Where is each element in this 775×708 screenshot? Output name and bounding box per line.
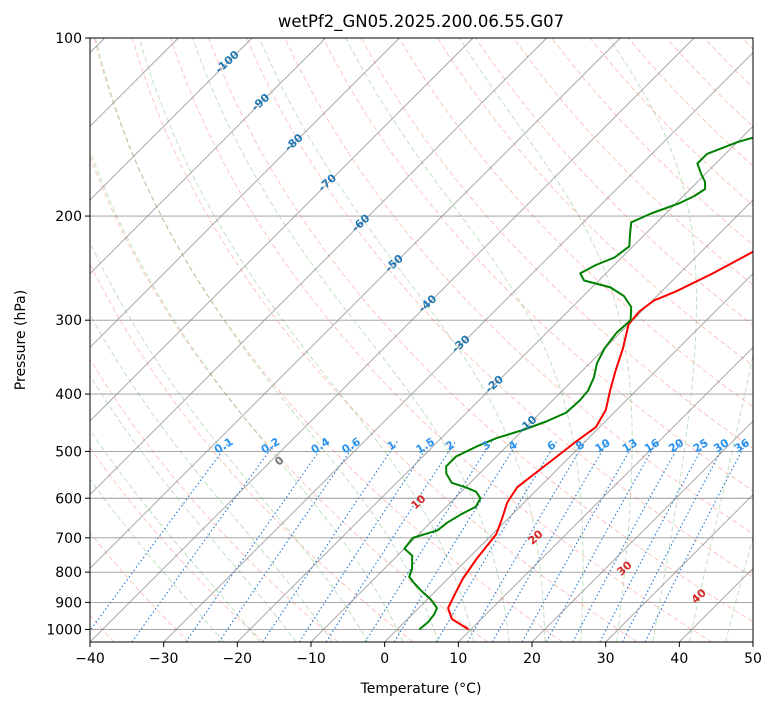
dry-adiabat-line: [90, 358, 339, 642]
moist-adiabat-line: [725, 535, 753, 642]
dry-adiabat-line: [322, 38, 753, 492]
mixing-ratio-line: [521, 440, 636, 642]
mixing-ratio-line: [262, 440, 399, 642]
dry-adiabat-line: [90, 155, 488, 642]
y-tick-label: 200: [55, 209, 82, 225]
dry-adiabat-line: [246, 38, 753, 578]
plot-series: [403, 136, 753, 631]
x-tick-label: 10: [449, 651, 467, 667]
isotherm-line: [90, 38, 621, 569]
y-tick-label: 600: [55, 491, 82, 507]
dry-adiabat-line: [208, 38, 753, 623]
y-tick-label: 1000: [46, 622, 82, 638]
plot-frame: [89, 37, 754, 643]
x-tick-label: 50: [744, 651, 762, 667]
y-tick-label: 300: [55, 313, 82, 329]
mixing-ratio-line: [545, 440, 658, 642]
isotherm-line: [90, 38, 400, 348]
moist-adiabat-line: [688, 353, 753, 642]
y-axis-label: Pressure (hPa): [13, 290, 29, 390]
moist-adiabat-line: [90, 478, 225, 642]
moist-adiabat-line: [138, 38, 475, 642]
isotherm-line: [90, 38, 253, 201]
isotherm-line: [384, 273, 753, 642]
x-tick-label: −30: [149, 651, 179, 667]
mixing-ratio-line: [185, 440, 327, 642]
y-tick-label: 400: [55, 387, 82, 403]
chart-title: wetPf2_GN05.2025.200.06.55.G07: [278, 12, 564, 32]
isotherm-line: [458, 346, 753, 642]
dry-adiabat-line: [90, 531, 190, 642]
moist-adiabat-line: [259, 38, 546, 642]
x-tick-label: −10: [296, 651, 326, 667]
y-tick-label: 800: [55, 565, 82, 581]
dry-adiabat-line: [131, 38, 638, 642]
isotherm-line: [163, 52, 753, 642]
moist-adiabat-line: [90, 149, 404, 642]
dry-adiabat-line: [170, 38, 712, 642]
isotherm-line: [531, 420, 753, 642]
moist-adiabat-line: [345, 38, 584, 642]
x-tick-label: −40: [75, 651, 105, 667]
isotherm-line: [90, 38, 695, 642]
dry-adiabat-line: [513, 38, 753, 286]
x-tick-label: 20: [523, 651, 541, 667]
temperature-profile-line: [447, 250, 753, 631]
y-tick-label: 100: [55, 31, 82, 47]
moist-adiabat-line: [95, 38, 439, 642]
isotherm-line: [90, 38, 474, 422]
y-tick-label: 900: [55, 595, 82, 611]
mixing-ratio-line: [298, 440, 432, 642]
x-tick-label: 40: [670, 651, 688, 667]
moist-adiabat-line: [90, 374, 297, 642]
mixing-ratio-line: [325, 440, 457, 642]
isotherm-line: [605, 494, 753, 642]
y-tick-label: 700: [55, 531, 82, 547]
x-tick-label: 30: [597, 651, 615, 667]
dry-adiabat-line: [360, 38, 753, 450]
mixing-ratio-line: [218, 440, 358, 642]
moist-adiabat-line: [90, 240, 369, 642]
isotherm-line: [90, 38, 326, 275]
dry-adiabat-line: [93, 38, 563, 642]
mixing-ratio-line: [491, 440, 609, 642]
y-tick-label: 500: [55, 444, 82, 460]
moist-adiabat-line: [90, 429, 261, 642]
dry-adiabat-line: [436, 38, 753, 367]
x-axis-label: Temperature (°C): [360, 681, 482, 697]
mixing-ratio-line: [467, 440, 586, 642]
mixing-ratio-line: [90, 440, 231, 632]
isotherm-line: [237, 125, 753, 642]
isotherm-line: [310, 199, 753, 642]
axes: −40 −30 −20 −10 0 10 20 30 40 50 100 200 300 400 500 60…: [46, 31, 762, 667]
dewpoint-profile-line: [403, 136, 753, 631]
mixing-ratio-line: [364, 440, 493, 642]
dry-adiabat-line: [284, 38, 753, 535]
mixing-ratio-line: [644, 440, 748, 642]
moist-adiabat-line: [90, 313, 333, 642]
x-tick-label: 0: [380, 651, 389, 667]
x-tick-label: −20: [223, 651, 253, 667]
isotherm-line: [90, 38, 547, 496]
dry-adiabat-line: [90, 446, 264, 642]
